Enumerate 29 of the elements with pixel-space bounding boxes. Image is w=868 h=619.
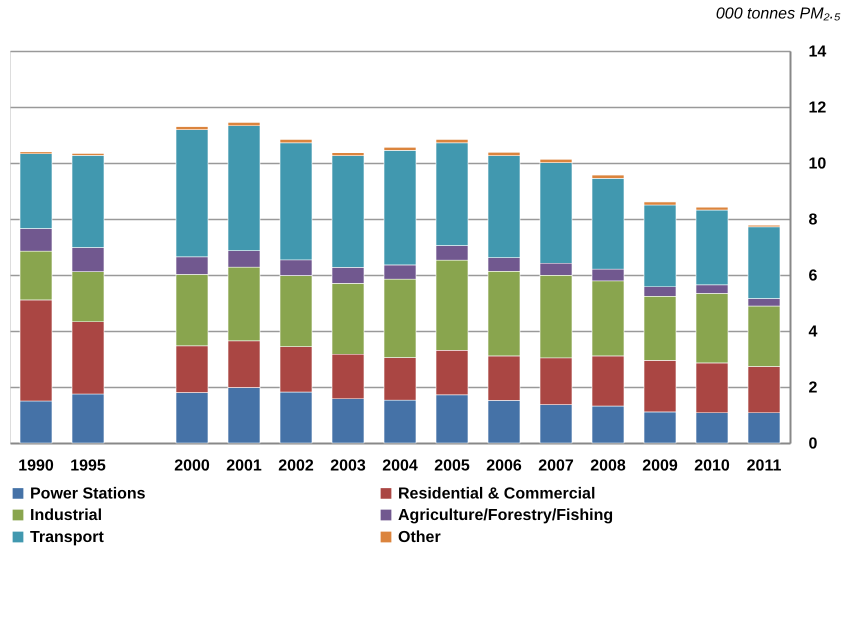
x-tick-label: 2001 bbox=[226, 458, 262, 474]
x-tick-label: 2003 bbox=[330, 458, 366, 474]
x-tick-label: 2004 bbox=[382, 458, 418, 474]
y-tick-label: 4 bbox=[808, 324, 818, 340]
legend-label: Industrial bbox=[30, 507, 102, 524]
y-tick-label: 14 bbox=[808, 44, 826, 60]
y-tick-label: 12 bbox=[808, 100, 826, 116]
y-tick-label: 0 bbox=[808, 436, 818, 452]
legend-label: Residential & Commercial bbox=[398, 485, 596, 502]
x-tick-label: 2009 bbox=[642, 458, 678, 474]
y-tick-label: 6 bbox=[808, 268, 818, 284]
x-tick-label: 2008 bbox=[590, 458, 626, 474]
legend-label: Agriculture/Forestry/Fishing bbox=[398, 507, 614, 524]
x-tick-label: 1995 bbox=[70, 458, 106, 474]
x-tick-label: 2000 bbox=[174, 458, 210, 474]
x-tick-label: 2006 bbox=[486, 458, 522, 474]
y-tick-label: 10 bbox=[808, 156, 826, 172]
x-tick-label: 2005 bbox=[434, 458, 470, 474]
y-tick-label: 8 bbox=[808, 212, 818, 228]
legend-label: Power Stations bbox=[30, 485, 146, 502]
x-tick-label: 2010 bbox=[694, 458, 730, 474]
legend-label: Other bbox=[398, 529, 441, 546]
x-tick-label: 2002 bbox=[278, 458, 314, 474]
x-tick-label: 1990 bbox=[18, 458, 54, 474]
y-axis-title: 000 tonnes PM₂.₅ bbox=[716, 6, 842, 22]
y-tick-label: 2 bbox=[808, 380, 818, 396]
legend-label: Transport bbox=[30, 529, 104, 546]
x-tick-label: 2011 bbox=[746, 458, 782, 474]
x-tick-label: 2007 bbox=[538, 458, 574, 474]
